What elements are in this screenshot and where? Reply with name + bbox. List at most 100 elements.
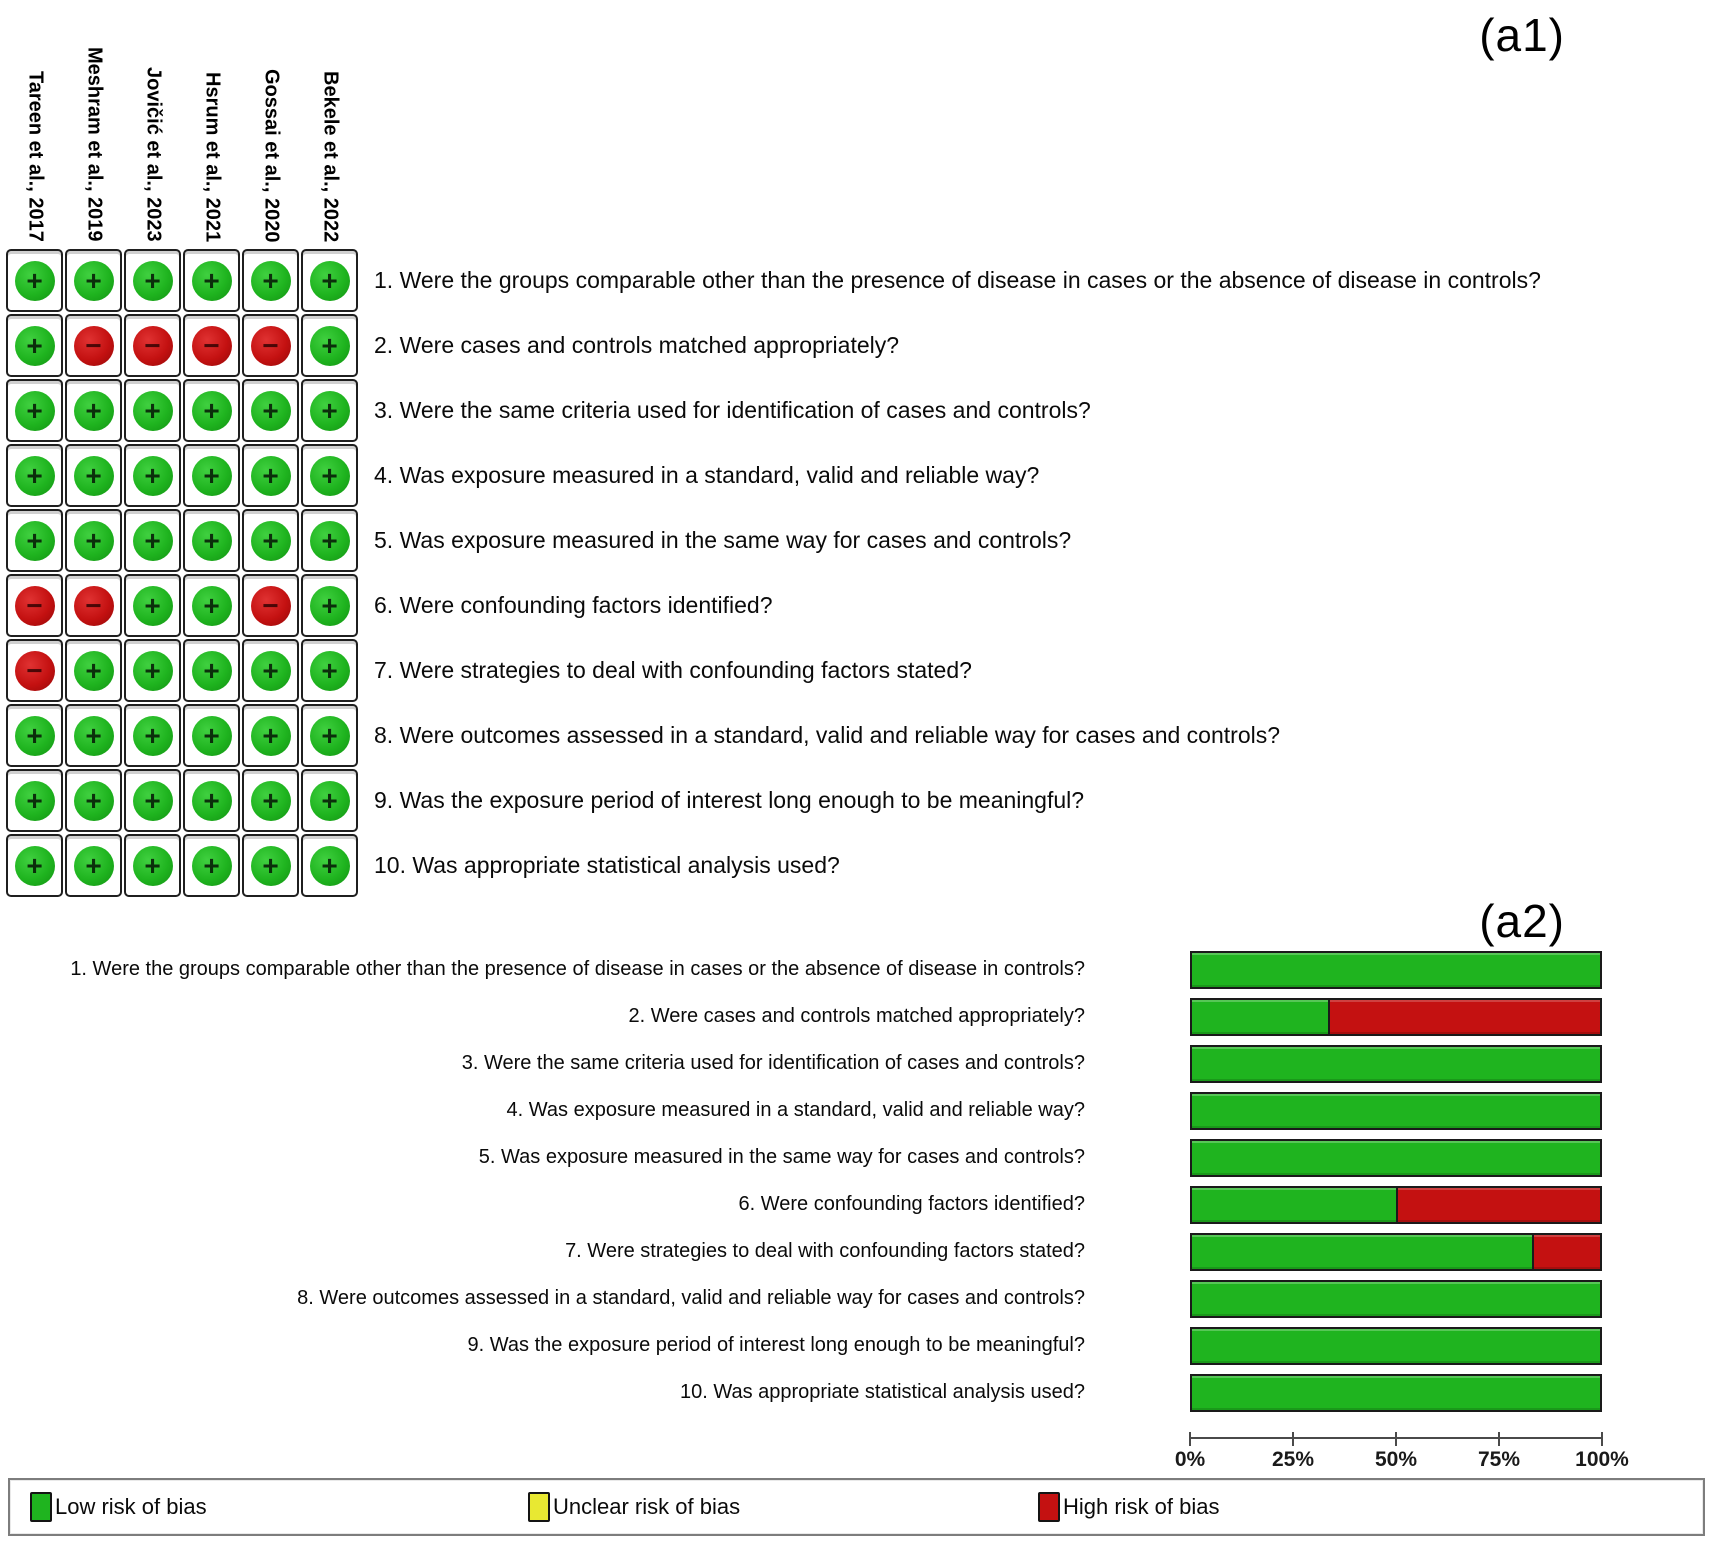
rob-cell: − xyxy=(6,574,63,637)
axis-tick xyxy=(1395,1432,1397,1446)
a1-question-label: 5. Was exposure measured in the same way… xyxy=(374,527,1072,553)
rob-cell: + xyxy=(124,444,181,507)
rob-cell: + xyxy=(242,509,299,572)
bar-segment-low xyxy=(1192,1046,1600,1081)
rob-low-risk-icon: + xyxy=(309,520,350,561)
rob-cell: + xyxy=(301,834,358,897)
summary-bar-chart: 1. Were the groups comparable other than… xyxy=(0,946,1713,1416)
rob-cell: + xyxy=(124,379,181,442)
rob-low-risk-icon: + xyxy=(132,585,173,626)
panel-a2-label: (a2) xyxy=(1479,895,1565,947)
rob-cell: + xyxy=(183,769,240,832)
bar-segment-high xyxy=(1396,1187,1600,1222)
a2-row: 10. Was appropriate statistical analysis… xyxy=(0,1369,1713,1416)
study-header-cell: Jovičić et al., 2023 xyxy=(124,67,183,248)
study-name-label: Bekele et al., 2022 xyxy=(319,70,342,242)
a1-question-label: 2. Were cases and controls matched appro… xyxy=(374,332,900,358)
rob-low-risk-icon: + xyxy=(191,260,232,301)
bar-segment-low xyxy=(1192,1140,1600,1175)
bar-segment-low xyxy=(1192,999,1328,1034)
rob-cell: − xyxy=(6,639,63,702)
rob-low-risk-icon: + xyxy=(132,390,173,431)
rob-low-risk-icon: + xyxy=(250,260,291,301)
a2-stacked-bar xyxy=(1190,950,1602,989)
rob-cell: + xyxy=(301,249,358,312)
bar-segment-high xyxy=(1531,1234,1600,1269)
rob-cell: + xyxy=(183,249,240,312)
rob-cell: + xyxy=(183,834,240,897)
rob-low-risk-icon: + xyxy=(132,715,173,756)
rob-cell: + xyxy=(65,769,122,832)
a2-row: 7. Were strategies to deal with confound… xyxy=(0,1228,1713,1275)
rob-cell: + xyxy=(65,834,122,897)
rob-cell: + xyxy=(65,379,122,442)
rob-low-risk-icon: + xyxy=(191,585,232,626)
rob-low-risk-icon: + xyxy=(73,520,114,561)
rob-low-risk-icon: + xyxy=(73,455,114,496)
rob-cell: + xyxy=(124,574,181,637)
rob-low-risk-icon: + xyxy=(191,845,232,886)
rob-low-risk-icon: + xyxy=(132,650,173,691)
axis-tick-label: 75% xyxy=(1477,1448,1521,1471)
rob-cell: − xyxy=(65,314,122,377)
rob-cell: + xyxy=(6,249,63,312)
a2-question-label: 5. Was exposure measured in the same way… xyxy=(478,1146,1085,1168)
study-name-label: Meshram et al., 2019 xyxy=(83,47,106,242)
a2-stacked-bar xyxy=(1190,1044,1602,1083)
rob-cell: + xyxy=(65,249,122,312)
legend-swatch-unclear-icon xyxy=(528,1492,550,1522)
a1-row: − − + + − +6. Were confounding factors identi… xyxy=(6,573,1541,638)
rob-cell: + xyxy=(124,704,181,767)
rob-cell: + xyxy=(301,509,358,572)
rob-high-risk-icon: − xyxy=(132,325,173,366)
rob-low-risk-icon: + xyxy=(250,845,291,886)
rob-low-risk-icon: + xyxy=(132,260,173,301)
axis-tick-label: 100% xyxy=(1575,1448,1629,1471)
legend-item-label: Unclear risk of bias xyxy=(553,1494,741,1519)
a2-question-label: 2. Were cases and controls matched appro… xyxy=(628,1005,1085,1027)
rob-cell: − xyxy=(124,314,181,377)
a1-row: + + + + + +10. Was appropriate statistical an… xyxy=(6,833,1541,898)
rob-low-risk-icon: + xyxy=(73,715,114,756)
legend-item-label: High risk of bias xyxy=(1063,1494,1220,1519)
rob-high-risk-icon: − xyxy=(73,585,114,626)
rob-cell: + xyxy=(183,704,240,767)
a2-row: 4. Was exposure measured in a standard, … xyxy=(0,1087,1713,1134)
rob-cell: + xyxy=(124,249,181,312)
rob-high-risk-icon: − xyxy=(14,585,55,626)
a1-rows: + + + + + +1. Were the groups comparable othe… xyxy=(6,248,1541,898)
legend-swatch-low-icon xyxy=(30,1492,52,1522)
a2-stacked-bar xyxy=(1190,1373,1602,1412)
rob-low-risk-icon: + xyxy=(132,780,173,821)
x-axis-line: 0% 25% 50% 75% 100% xyxy=(1175,1432,1629,1471)
rob-low-risk-icon: + xyxy=(309,455,350,496)
a2-row: 2. Were cases and controls matched appro… xyxy=(0,993,1713,1040)
a1-row: + + + + + +3. Were the same criteria used for… xyxy=(6,378,1541,443)
rob-low-risk-icon: + xyxy=(250,650,291,691)
bar-segment-low xyxy=(1192,1187,1396,1222)
rob-low-risk-icon: + xyxy=(191,650,232,691)
study-name-label: Hsrum et al., 2021 xyxy=(201,71,224,242)
a2-stacked-bar xyxy=(1190,1138,1602,1177)
rob-low-risk-icon: + xyxy=(14,325,55,366)
rob-cell: + xyxy=(183,639,240,702)
rob-low-risk-icon: + xyxy=(250,455,291,496)
bar-segment-low xyxy=(1192,1093,1600,1128)
rob-low-risk-icon: + xyxy=(309,845,350,886)
axis-tick-label: 50% xyxy=(1374,1448,1418,1471)
a1-row: + + + + + +8. Were outcomes assessed in a sta… xyxy=(6,703,1541,768)
rob-low-risk-icon: + xyxy=(309,585,350,626)
rob-cell: + xyxy=(124,509,181,572)
a1-question-label: 9. Was the exposure period of interest l… xyxy=(374,787,1085,813)
rob-cell: + xyxy=(6,509,63,572)
study-name-label: Jovičić et al., 2023 xyxy=(142,67,165,242)
rob-cell: + xyxy=(65,444,122,507)
rob-low-risk-icon: + xyxy=(309,650,350,691)
rob-cell: + xyxy=(301,379,358,442)
rob-cell: + xyxy=(124,834,181,897)
rob-cell: + xyxy=(301,444,358,507)
a1-question-label: 8. Were outcomes assessed in a standard,… xyxy=(374,722,1281,748)
rob-high-risk-icon: − xyxy=(250,325,291,366)
bar-segment-low xyxy=(1192,1234,1532,1269)
study-header-cell: Hsrum et al., 2021 xyxy=(183,72,242,248)
